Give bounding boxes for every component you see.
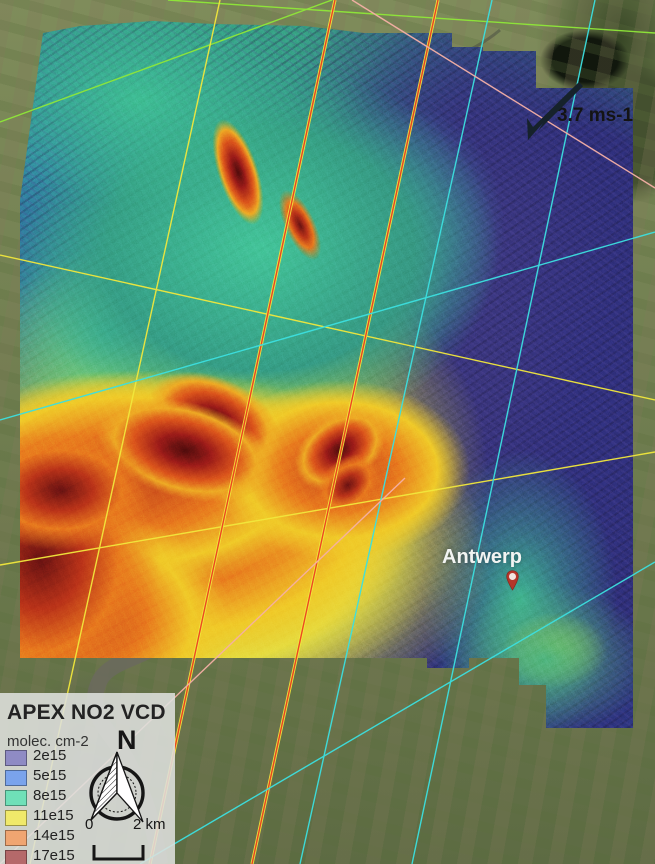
svg-text:N: N [117, 725, 137, 755]
svg-text:2 km: 2 km [133, 816, 166, 830]
svg-text:0: 0 [85, 816, 93, 830]
